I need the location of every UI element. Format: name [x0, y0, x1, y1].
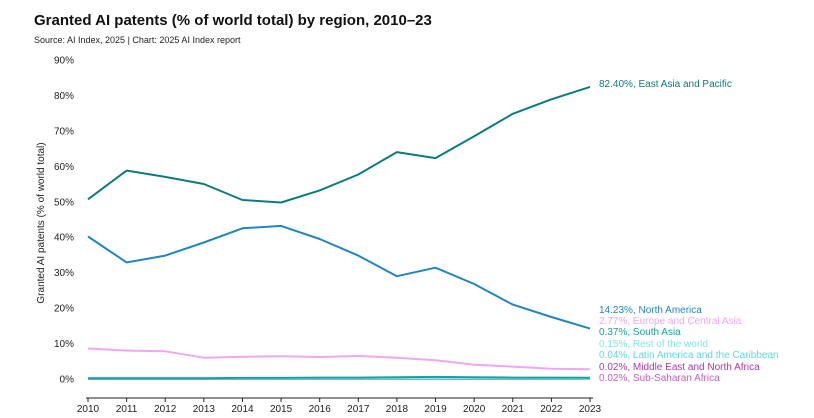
x-tick-label: 2010	[77, 404, 100, 415]
series-line-south-asia	[88, 375, 591, 380]
chart-title: Granted AI patents (% of world total) by…	[34, 12, 432, 29]
chart-subtitle: Source: AI Index, 2025 | Chart: 2025 AI …	[34, 35, 241, 45]
x-tick-label: 2016	[309, 404, 332, 415]
end-label-south-asia: 0.37%, South Asia	[599, 327, 681, 338]
series-end-labels: 82.40%, East Asia and Pacific 14.23%, Nor…	[599, 79, 779, 384]
end-label-middle-east-and-north-africa: 0.02%, Middle East and North Africa	[599, 362, 760, 373]
x-tick-label: 2017	[347, 404, 370, 415]
x-tick-label: 2022	[540, 404, 563, 415]
series-lines	[87, 85, 591, 380]
y-tick-label: 90%	[54, 55, 74, 66]
x-tick-label: 2014	[231, 404, 254, 415]
end-label-europe-and-central-asia: 2.77%, Europe and Central Asia	[599, 316, 742, 327]
y-axis-label: Granted AI patents (% of world total)	[36, 142, 47, 303]
y-tick-label: 20%	[54, 304, 74, 315]
x-tick-label: 2012	[154, 404, 177, 415]
y-tick-label: 50%	[54, 197, 74, 208]
x-tick-label: 2011	[116, 404, 138, 415]
y-tick-label: 60%	[54, 162, 74, 173]
end-label-north-america: 14.23%, North America	[599, 305, 702, 316]
series-line-east-asia-and-pacific	[87, 85, 591, 204]
series-line-europe-and-central-asia	[87, 347, 591, 371]
end-label-sub-saharan-africa: 0.02%, Sub-Saharan Africa	[599, 373, 720, 384]
y-tick-label: 0%	[60, 375, 75, 386]
y-tick-label: 80%	[54, 91, 74, 102]
x-tick-label: 2023	[579, 404, 602, 415]
end-label-rest-of-the-world: 0.15%, Rest of the world	[599, 339, 708, 350]
end-label-latin-america-and-the-caribbean: 0.04%, Latin America and the Caribbean	[599, 350, 779, 361]
y-tick-label: 10%	[54, 339, 74, 350]
y-tick-label: 40%	[54, 233, 74, 244]
y-tick-label: 70%	[54, 126, 74, 137]
y-tick-label: 30%	[54, 268, 74, 279]
x-axis-ticks: 2010 2011 2012 2013 2014 2015 2016 2017 2018 2019…	[77, 398, 602, 415]
y-axis-ticks: 0% 10% 20% 30% 40% 50% 60% 70% 80% 90%	[54, 55, 74, 385]
x-tick-label: 2018	[386, 404, 409, 415]
series-line-north-america	[87, 224, 591, 330]
x-tick-label: 2020	[463, 404, 486, 415]
end-label-east-asia-and-pacific: 82.40%, East Asia and Pacific	[599, 79, 732, 90]
x-tick-label: 2019	[424, 404, 447, 415]
x-tick-label: 2013	[193, 404, 216, 415]
x-tick-label: 2021	[502, 404, 525, 415]
x-tick-label: 2015	[270, 404, 293, 415]
